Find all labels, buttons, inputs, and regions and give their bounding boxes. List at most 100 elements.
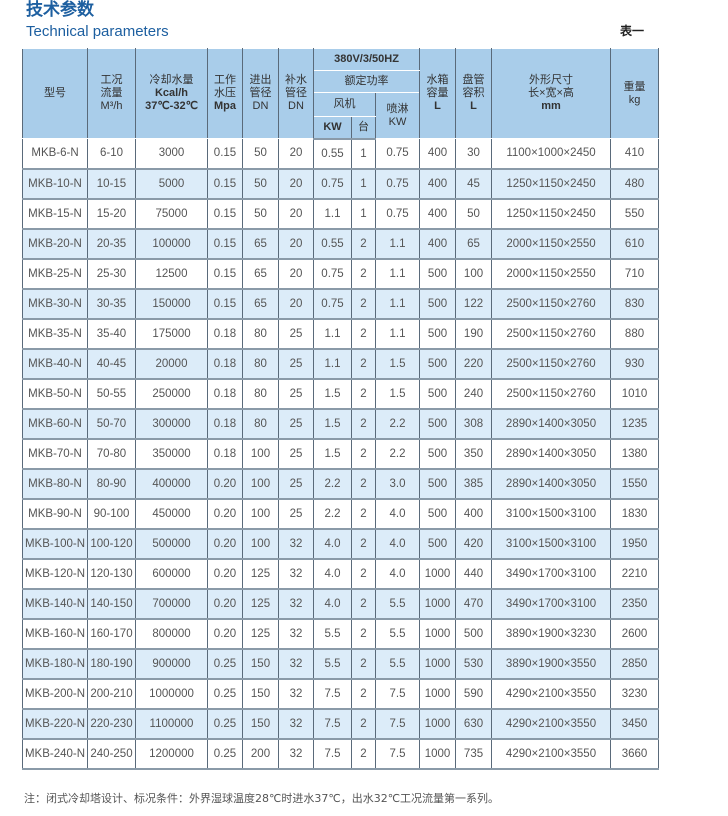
cell-flow: 50-70 — [87, 408, 136, 440]
cell-model: MKB-60-N — [22, 408, 88, 440]
cell-fan-kw: 2.2 — [313, 498, 352, 530]
cell-coil: 308 — [455, 408, 493, 440]
cell-dims: 3890×1900×3230 — [491, 618, 612, 650]
cell-spray: 0.75 — [374, 198, 421, 230]
header-rated-power: 额定功率 — [312, 70, 421, 93]
cell-dims: 2890×1400×3050 — [491, 438, 612, 470]
table-row: MKB-80-N 80-90 400000 0.20 100 25 2.2 2 3.0 500 38… — [22, 468, 660, 500]
cell-dims: 2500×1150×2760 — [491, 288, 612, 320]
cell-fan-qty: 1 — [351, 138, 376, 170]
table-row: MKB-200-N 200-210 1000000 0.25 150 32 7.5 2 7.5 1… — [22, 678, 660, 710]
cell-coil: 30 — [455, 138, 493, 170]
cell-makeup: 32 — [278, 588, 314, 620]
cell-pressure: 0.15 — [207, 228, 243, 260]
cell-tank: 500 — [419, 408, 457, 440]
cell-model: MKB-200-N — [22, 678, 88, 710]
header-model: 型号 — [22, 48, 88, 139]
cell-cooling: 350000 — [135, 438, 208, 470]
cell-model: MKB-20-N — [22, 228, 88, 260]
cell-weight: 1550 — [610, 468, 660, 500]
cell-pressure: 0.20 — [207, 498, 243, 530]
footnote: 注：闭式冷却塔设计、标况条件：外界湿球温度28℃时进水37℃，出水32℃工况流量… — [24, 792, 500, 805]
cell-tank: 500 — [419, 288, 457, 320]
cell-flow: 6-10 — [87, 138, 136, 170]
cell-fan-qty: 1 — [351, 198, 376, 230]
cell-tank: 500 — [419, 468, 457, 500]
cell-tank: 500 — [419, 438, 457, 470]
cell-dims: 1250×1150×2450 — [491, 168, 612, 200]
cell-coil: 470 — [455, 588, 493, 620]
cell-fan-qty: 2 — [351, 468, 376, 500]
cell-pressure: 0.20 — [207, 558, 243, 590]
cell-pressure: 0.18 — [207, 378, 243, 410]
cell-inout: 100 — [242, 438, 279, 470]
table-row: MKB-40-N 40-45 20000 0.18 80 25 1.1 2 1.5 500 220 2… — [22, 348, 660, 380]
cell-flow: 100-120 — [87, 528, 136, 560]
cell-pressure: 0.25 — [207, 648, 243, 680]
cell-spray: 1.1 — [374, 258, 421, 290]
cell-weight: 880 — [610, 318, 660, 350]
cell-model: MKB-50-N — [22, 378, 88, 410]
cell-makeup: 25 — [278, 498, 314, 530]
cell-dims: 2500×1150×2760 — [491, 318, 612, 350]
cell-pressure: 0.18 — [207, 438, 243, 470]
cell-coil: 440 — [455, 558, 493, 590]
cell-weight: 3660 — [610, 738, 660, 770]
cell-fan-kw: 5.5 — [313, 648, 352, 680]
header-weight: 重量 kg — [610, 48, 660, 139]
cell-fan-kw: 0.75 — [313, 168, 352, 200]
cell-spray: 3.0 — [374, 468, 421, 500]
cell-fan-kw: 0.75 — [313, 288, 352, 320]
header-fan: 风机 — [313, 92, 376, 117]
cell-tank: 500 — [419, 348, 457, 380]
cell-flow: 20-35 — [87, 228, 136, 260]
cell-weight: 610 — [610, 228, 660, 260]
cell-weight: 3450 — [610, 708, 660, 740]
cell-makeup: 32 — [278, 708, 314, 740]
cell-tank: 1000 — [419, 738, 457, 770]
cell-inout: 80 — [242, 378, 279, 410]
cell-coil: 630 — [455, 708, 493, 740]
cell-inout: 150 — [242, 678, 279, 710]
cell-inout: 65 — [242, 228, 279, 260]
cell-spray: 5.5 — [374, 618, 421, 650]
table-row: MKB-30-N 30-35 150000 0.15 65 20 0.75 2 1.1 500 12… — [22, 288, 660, 320]
cell-spray: 7.5 — [374, 708, 421, 740]
cell-fan-qty: 2 — [351, 408, 376, 440]
table-row: MKB-220-N 220-230 1100000 0.25 150 32 7.5 2 7.5 1… — [22, 708, 660, 740]
cell-fan-qty: 2 — [351, 558, 376, 590]
cell-weight: 2600 — [610, 618, 660, 650]
cell-inout: 200 — [242, 738, 279, 770]
header-inout: 进出 管径 DN — [242, 48, 279, 139]
cell-spray: 4.0 — [374, 498, 421, 530]
table-row: MKB-100-N 100-120 500000 0.20 100 32 4.0 2 4.0 50… — [22, 528, 660, 560]
cell-weight: 710 — [610, 258, 660, 290]
cell-model: MKB-40-N — [22, 348, 88, 380]
cell-flow: 50-55 — [87, 378, 136, 410]
cell-fan-qty: 2 — [351, 318, 376, 350]
cell-fan-kw: 1.1 — [313, 318, 352, 350]
cell-fan-kw: 1.1 — [313, 348, 352, 380]
cell-flow: 220-230 — [87, 708, 136, 740]
cell-pressure: 0.20 — [207, 618, 243, 650]
cell-model: MKB-90-N — [22, 498, 88, 530]
cell-dims: 3890×1900×3550 — [491, 648, 612, 680]
cell-model: MKB-140-N — [22, 588, 88, 620]
cell-makeup: 25 — [278, 348, 314, 380]
cell-dims: 2000×1150×2550 — [491, 258, 612, 290]
cell-coil: 530 — [455, 648, 493, 680]
cell-dims: 4290×2100×3550 — [491, 678, 612, 710]
cell-tank: 400 — [419, 198, 457, 230]
cell-coil: 220 — [455, 348, 493, 380]
cell-fan-qty: 2 — [351, 348, 376, 380]
cell-weight: 1235 — [610, 408, 660, 440]
header-dims: 外形尺寸 长×宽×高 mm — [491, 48, 612, 139]
cell-spray: 1.1 — [374, 318, 421, 350]
cell-makeup: 25 — [278, 438, 314, 470]
cell-tank: 500 — [419, 378, 457, 410]
cell-pressure: 0.25 — [207, 738, 243, 770]
cell-makeup: 32 — [278, 738, 314, 770]
header-spray: 喷淋 KW — [374, 92, 421, 139]
cell-fan-kw: 5.5 — [313, 618, 352, 650]
cell-makeup: 32 — [278, 648, 314, 680]
